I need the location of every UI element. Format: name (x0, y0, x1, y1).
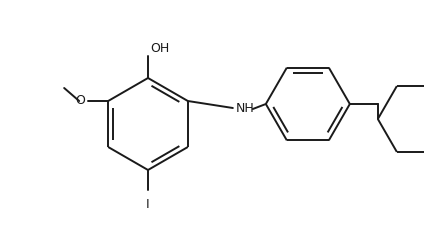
Text: O: O (75, 94, 85, 108)
Text: NH: NH (236, 103, 254, 115)
Text: I: I (146, 198, 150, 211)
Text: OH: OH (150, 42, 169, 54)
